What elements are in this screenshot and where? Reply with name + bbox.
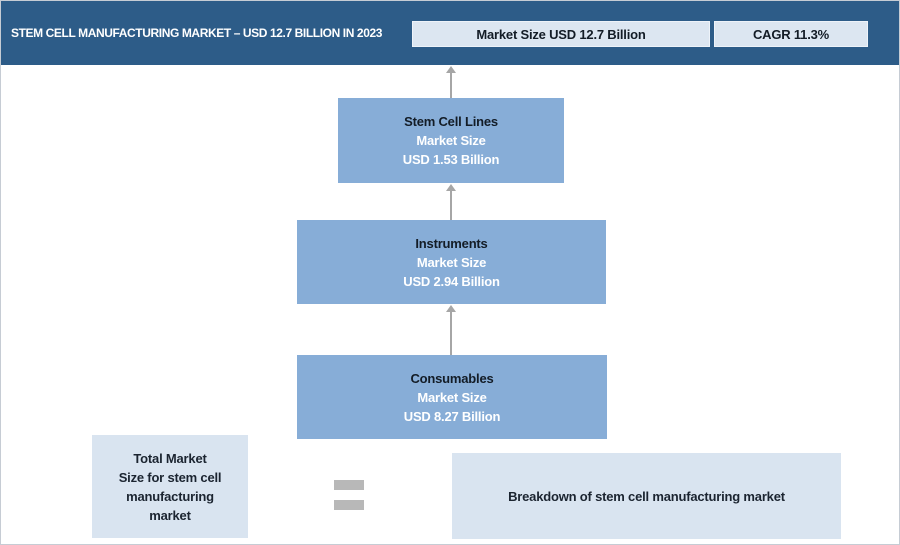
arrow-head-icon bbox=[446, 305, 456, 312]
total-market-line: market bbox=[149, 507, 191, 523]
segment-box-stem-cell-lines: Stem Cell Lines Market Size USD 1.53 Bil… bbox=[338, 98, 564, 183]
segment-name: Stem Cell Lines bbox=[404, 114, 498, 129]
breakdown-box: Breakdown of stem cell manufacturing mar… bbox=[452, 453, 841, 539]
total-market-line: manufacturing bbox=[126, 488, 214, 504]
up-arrow-to-header bbox=[445, 66, 457, 98]
page-title: STEM CELL MANUFACTURING MARKET – USD 12.… bbox=[11, 26, 383, 40]
up-arrow-to-stem-cell-lines bbox=[445, 184, 457, 220]
segment-label: Market Size bbox=[416, 133, 486, 148]
segment-box-consumables: Consumables Market Size USD 8.27 Billion bbox=[297, 355, 607, 439]
header-band: STEM CELL MANUFACTURING MARKET – USD 12.… bbox=[1, 1, 899, 65]
segment-value: USD 1.53 Billion bbox=[402, 152, 500, 167]
segment-name: Instruments bbox=[415, 235, 488, 251]
arrow-shaft bbox=[450, 191, 452, 220]
arrow-head-icon bbox=[446, 184, 456, 191]
segment-value: USD 2.94 Billion bbox=[403, 273, 500, 289]
arrow-shaft bbox=[450, 73, 452, 98]
up-arrow-to-instruments bbox=[445, 305, 457, 355]
total-market-line: Total Market bbox=[133, 450, 207, 466]
equals-icon bbox=[334, 480, 364, 510]
total-market-box: Total Market Size for stem cell manufact… bbox=[92, 435, 248, 538]
arrow-head-icon bbox=[446, 66, 456, 73]
segment-box-instruments: Instruments Market Size USD 2.94 Billion bbox=[297, 220, 606, 304]
total-market-line: Size for stem cell bbox=[118, 469, 222, 485]
segment-label: Market Size bbox=[417, 389, 487, 405]
segment-value: USD 8.27 Billion bbox=[403, 408, 501, 424]
cagr-badge: CAGR 11.3% bbox=[714, 21, 868, 47]
equals-bar bbox=[334, 480, 364, 490]
market-size-badge: Market Size USD 12.7 Billion bbox=[412, 21, 710, 47]
arrow-shaft bbox=[450, 312, 452, 355]
equals-bar bbox=[334, 500, 364, 510]
segment-label: Market Size bbox=[416, 254, 487, 270]
segment-name: Consumables bbox=[410, 370, 494, 386]
breakdown-label: Breakdown of stem cell manufacturing mar… bbox=[508, 488, 785, 504]
